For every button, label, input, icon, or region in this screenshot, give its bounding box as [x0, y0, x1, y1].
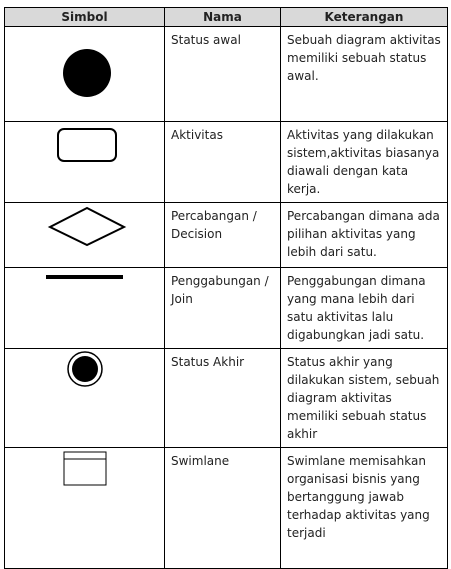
table-row: Percabangan / Decision Percabangan diman… — [4, 202, 448, 268]
header-nama: Nama — [164, 7, 281, 27]
symbol-cell — [4, 447, 165, 569]
name-cell: Status awal — [164, 26, 281, 122]
description-cell: Sebuah diagram aktivitas memiliki sebuah… — [280, 26, 448, 122]
bullseye-icon — [67, 351, 103, 387]
table-row: Status awal Sebuah diagram aktivitas mem… — [4, 26, 448, 122]
filled-circle-icon — [63, 49, 111, 97]
header-simbol: Simbol — [4, 7, 165, 27]
symbol-cell — [4, 26, 165, 122]
name-cell: Swimlane — [164, 447, 281, 569]
name-cell: Percabangan / Decision — [164, 202, 281, 268]
description-cell: Status akhir yang dilakukan sistem, sebu… — [280, 348, 448, 448]
symbol-table: Simbol Nama Keterangan Status awal Sebua… — [4, 7, 448, 569]
join-bar-icon — [46, 275, 123, 279]
swimlane-icon — [63, 451, 107, 486]
table-row: Status Akhir Status akhir yang dilakukan… — [4, 348, 448, 448]
description-cell: Swimlane memisahkan organisasi bisnis ya… — [280, 447, 448, 569]
name-cell: Aktivitas — [164, 121, 281, 203]
table-row: Aktivitas Aktivitas yang dilakukan siste… — [4, 121, 448, 203]
table-row: Penggabungan / Join Penggabungan dimana … — [4, 267, 448, 349]
symbol-cell — [4, 121, 165, 203]
description-cell: Penggabungan dimana yang mana lebih dari… — [280, 267, 448, 349]
name-cell: Penggabungan / Join — [164, 267, 281, 349]
description-cell: Percabangan dimana ada pilihan aktivitas… — [280, 202, 448, 268]
rounded-rect-icon — [57, 128, 117, 162]
header-row: Simbol Nama Keterangan — [4, 7, 448, 27]
symbol-cell — [4, 202, 165, 268]
name-cell: Status Akhir — [164, 348, 281, 448]
header-keterangan: Keterangan — [280, 7, 448, 27]
diamond-icon — [47, 206, 127, 247]
symbol-cell — [4, 348, 165, 448]
symbol-cell — [4, 267, 165, 349]
description-cell: Aktivitas yang dilakukan sistem,aktivita… — [280, 121, 448, 203]
table-row: Swimlane Swimlane memisahkan organisasi … — [4, 447, 448, 569]
